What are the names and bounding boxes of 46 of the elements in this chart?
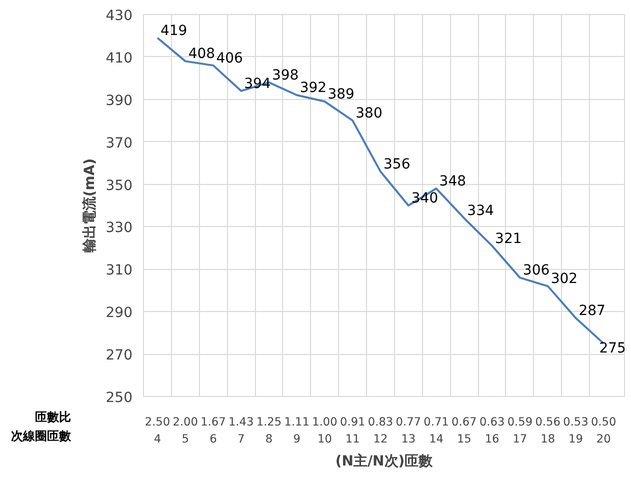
data-label: 419: [160, 22, 188, 39]
data-label: 398: [272, 67, 299, 84]
y-tick-label: 250: [106, 390, 133, 406]
data-label: 406: [216, 50, 244, 66]
y-tick-label: 350: [106, 178, 133, 194]
text: 匝數比: [35, 409, 71, 426]
y-tick-label: 410: [106, 50, 133, 66]
y-axis-title: 輸出電流(mA): [80, 158, 98, 254]
x-tick-label: 0.63 16: [479, 414, 505, 446]
text: 次線圈匝數: [11, 428, 71, 445]
data-label: 334: [467, 203, 494, 220]
x-tick-label: 0.77 13: [396, 414, 422, 446]
x-axis-title: (N主/N次)匝數: [335, 452, 434, 470]
data-label: 287: [578, 302, 606, 319]
x-tick-label: 0.91 11: [340, 414, 366, 446]
x-tick-label: 1.00 10: [312, 414, 338, 446]
y-tick-label: 430: [106, 8, 133, 24]
x-tick-label: 0.50 20: [590, 414, 616, 446]
y-tick-label: 390: [106, 92, 133, 109]
data-label: 392: [300, 80, 327, 96]
y-tick-label: 310: [106, 262, 133, 279]
data-label: 380: [356, 106, 382, 122]
x-tick-label: 0.67 15: [452, 414, 477, 446]
data-label: 275: [599, 340, 626, 356]
data-label: 389: [328, 86, 354, 103]
x-tick-label: 2.00 5: [172, 414, 198, 446]
x-tick-label: 1.25 8: [256, 414, 282, 446]
data-label: 306: [522, 262, 550, 279]
data-label: 348: [439, 174, 466, 190]
data-label: 302: [550, 271, 578, 288]
y-tick-label: 270: [106, 348, 133, 364]
x-tick-label: 0.83 12: [368, 414, 394, 446]
data-label: 408: [188, 46, 216, 62]
data-label: 321: [495, 230, 522, 247]
x-tick-label: 1.11 9: [284, 414, 310, 446]
x-tick-label: 0.59 17: [507, 414, 533, 446]
x-tick-label: 1.67 6: [200, 414, 226, 446]
x-tick-label: 1.43 7: [228, 414, 254, 446]
data-label: 356: [384, 156, 410, 173]
x-tick-label: 0.53 19: [563, 414, 588, 446]
y-tick-label: 290: [106, 305, 133, 322]
x-tick-label: 0.71 14: [424, 414, 449, 446]
x-tick-label: 2.50 4: [144, 414, 170, 446]
y-tick-label: 330: [106, 220, 133, 236]
y-tick-label: 370: [106, 135, 133, 152]
x-tick-label: 0.56 18: [535, 414, 560, 446]
